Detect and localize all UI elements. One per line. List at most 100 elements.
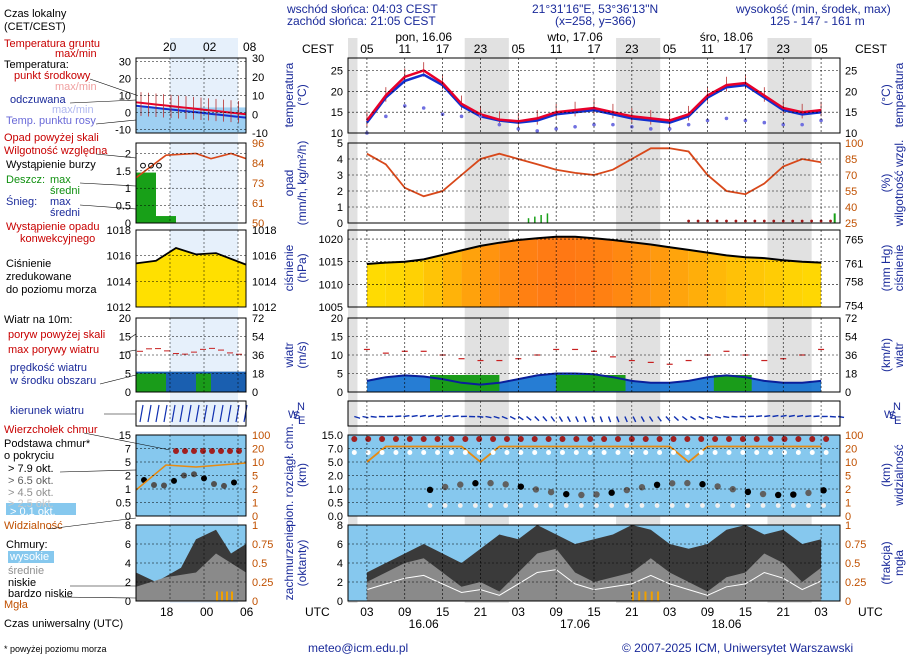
compass-n-left: N xyxy=(297,401,305,413)
panel-frame xyxy=(347,57,841,134)
legend-wind-arrow xyxy=(163,404,168,423)
cloud-low-dot xyxy=(745,503,751,508)
legend-wind-arrow xyxy=(139,404,144,423)
y-tick-label: 15 xyxy=(331,332,343,344)
hour-tick-utc: 09 xyxy=(701,605,715,619)
y2-tick-label: 0 xyxy=(845,387,851,399)
fog-bar xyxy=(631,591,634,601)
legend-tick: 1.5 xyxy=(116,166,131,178)
cloud-layer-dot xyxy=(587,450,593,455)
y-tick-label: 2 xyxy=(337,577,343,589)
legend-connector xyxy=(69,99,137,104)
cloud-low-dot xyxy=(488,503,493,508)
cloud-top-dot xyxy=(781,436,788,442)
legend-wind-green xyxy=(136,373,166,392)
legend-text: o pokryciu xyxy=(4,450,54,462)
cloud-layer-dot xyxy=(670,450,676,455)
y-tick-label: 10 xyxy=(331,350,343,362)
legend-right-tick: 100 xyxy=(252,430,270,442)
cloud-base-dot xyxy=(547,488,555,496)
cloud-low-dot xyxy=(609,503,615,508)
legend-wind-arrow xyxy=(187,404,192,423)
axis-title-left: wiatr xyxy=(282,342,296,368)
wind-direction-arrow xyxy=(558,416,564,422)
cloud-low-dot xyxy=(442,503,448,508)
dew-point-dot xyxy=(819,118,823,123)
cloud-low-dot xyxy=(669,503,675,508)
legend-right-tick: 0 xyxy=(252,511,258,523)
legend-text: > 4.5 okt. xyxy=(8,487,54,499)
legend-cloud-base xyxy=(231,479,237,486)
cloud-low-dot xyxy=(806,503,811,508)
hour-tick-utc: 21 xyxy=(625,605,639,619)
legend-text: Czas lokalny xyxy=(4,8,67,20)
dew-point-dot xyxy=(667,127,672,131)
legend-tick: 15 xyxy=(119,430,131,442)
y2-tick-label: 70 xyxy=(845,170,857,182)
wind-direction-arrow xyxy=(780,414,787,418)
cloud-top-dot xyxy=(670,436,677,442)
cloud-top-dot xyxy=(420,436,427,442)
hour-tick-cest: 17 xyxy=(587,42,601,56)
legend-right-tick: -10 xyxy=(252,128,268,140)
cloud-top-dot xyxy=(712,436,719,442)
hour-tick-cest: 05 xyxy=(360,42,374,56)
axis-title-right: wilgotność wzgl. xyxy=(892,140,906,228)
fog-bar xyxy=(638,591,641,601)
cloud-top-dot xyxy=(392,436,399,442)
pressure-area xyxy=(423,254,443,307)
legend-right-tick: 10 xyxy=(252,457,264,469)
legend-right-tick: 54 xyxy=(252,332,264,344)
utc-label-right: UTC xyxy=(858,605,883,619)
legend-text: wysokie xyxy=(9,551,49,563)
cloud-low-dot xyxy=(760,503,766,508)
cloud-layer-dot xyxy=(754,450,760,455)
compass-e-left: E xyxy=(298,415,305,427)
cloud-layer-dot xyxy=(768,450,774,455)
legend-text: max porywy wiatru xyxy=(8,344,99,356)
legend-text: średni xyxy=(50,207,80,219)
legend-tick: 0 xyxy=(125,218,131,230)
convective-dot xyxy=(772,219,776,223)
dew-point-dot xyxy=(554,127,558,131)
y2-tick-label: 0.5 xyxy=(845,558,860,570)
compass-s: S xyxy=(889,410,896,422)
legend-text: zredukowane xyxy=(6,271,71,283)
compass-n: N xyxy=(893,401,901,413)
cloud-top-dot xyxy=(684,436,691,442)
legend-right-tick: 20 xyxy=(252,444,264,456)
hour-tick-cest: 11 xyxy=(399,42,412,56)
legend-text: Mgła xyxy=(4,599,29,611)
axis-title-right: mgła xyxy=(892,550,906,576)
hour-tick-utc: 21 xyxy=(777,605,791,619)
legend-connector xyxy=(59,596,137,599)
legend-text: prędkość wiatru xyxy=(10,362,87,374)
cloud-layer-dot xyxy=(476,450,482,455)
wind-direction-arrow xyxy=(657,416,662,422)
sunrise-text: wschód słońca: 04:03 CEST xyxy=(287,2,438,16)
wind-direction-arrow xyxy=(575,416,579,423)
cloud-base-dot xyxy=(441,483,449,491)
legend-cloud-top xyxy=(236,448,242,454)
y2-tick-label: 5 xyxy=(845,471,851,483)
dew-point-dot xyxy=(781,122,786,127)
cloud-base-dot xyxy=(472,480,479,487)
legend-text: max xyxy=(50,174,71,186)
legend-cloud-top xyxy=(173,448,179,454)
legend-tick: 2 xyxy=(125,148,131,160)
convective-dot xyxy=(791,219,795,223)
legend-wind-arrow xyxy=(155,404,160,423)
dew-point-dot xyxy=(384,114,388,119)
legend-cloud-base xyxy=(211,480,217,487)
legend-hour-bottom: 00 xyxy=(200,605,214,619)
wind-direction-arrow xyxy=(526,415,532,421)
legend-connector xyxy=(89,78,137,96)
cloud-base-dot xyxy=(563,490,570,498)
legend-frame xyxy=(135,142,247,224)
contact-email[interactable]: meteo@icm.edu.pl xyxy=(308,641,409,655)
legend-text: Czas uniwersalny (UTC) xyxy=(4,618,123,630)
cloud-low-dot xyxy=(730,503,736,508)
wind-direction-arrow xyxy=(542,416,548,422)
legend-cloud-top xyxy=(218,448,224,454)
cloud-low-dot xyxy=(775,503,781,508)
